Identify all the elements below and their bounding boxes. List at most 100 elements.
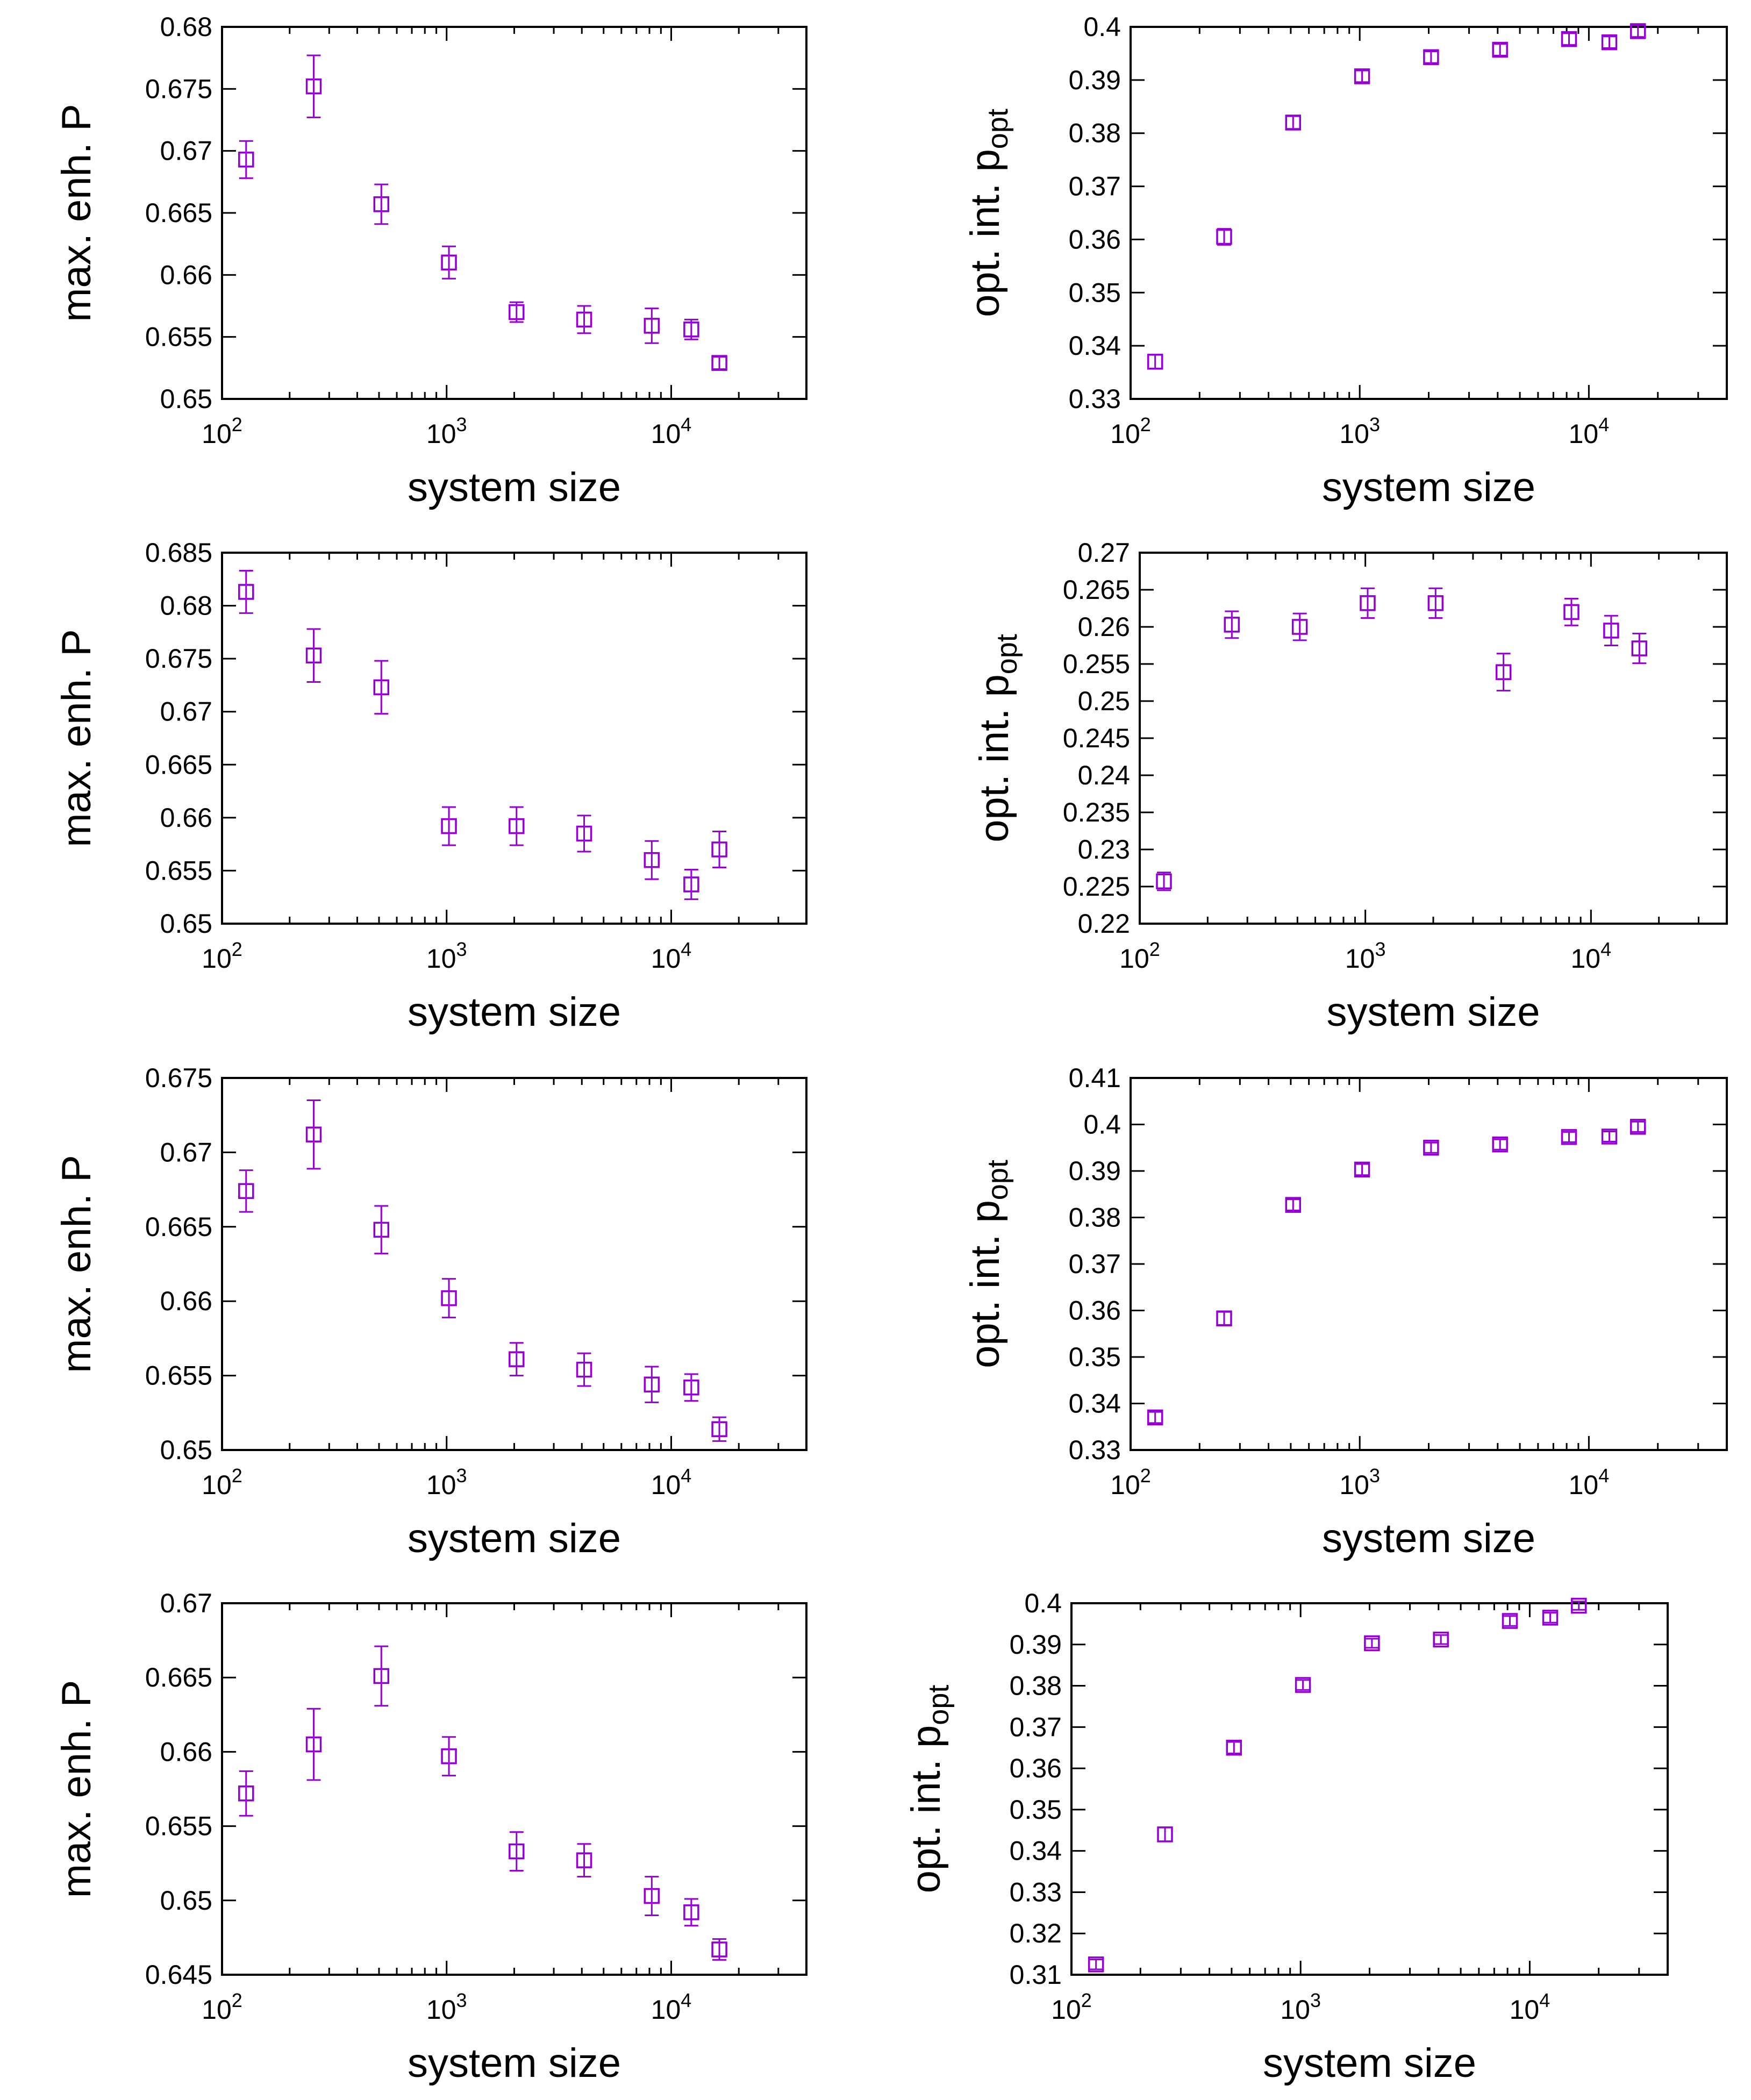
square-marker [509,1351,525,1367]
square-marker [509,304,525,320]
y-tick-label: 0.665 [145,1212,212,1242]
data-point [1502,1613,1518,1629]
square-marker [305,1126,322,1142]
square-marker [1423,49,1439,66]
x-tick-label: 104 [1510,1989,1550,2025]
square-marker [1157,1826,1173,1842]
square-marker [1360,595,1376,611]
square-marker [1354,1161,1370,1178]
y-tick-label: 0.665 [145,198,212,228]
square-marker [238,1785,254,1802]
square-marker [373,196,390,212]
y-tick-label: 0.685 [145,538,212,568]
data-point [373,1645,390,1707]
data-point [1157,1826,1173,1842]
y-tick-label: 0.37 [1069,172,1121,202]
y-tick-label: 0.68 [160,591,212,621]
y-tick-label: 0.35 [1069,277,1121,308]
square-marker [644,1888,660,1904]
square-marker [238,1183,254,1199]
x-axis-label: system size [408,2040,621,2086]
y-tick-label: 0.65 [160,1885,212,1916]
data-point [509,806,525,846]
y-tick-label: 0.66 [160,803,212,833]
square-marker [1354,68,1370,84]
square-marker [1216,1310,1232,1326]
data-point [1571,1597,1587,1614]
y-tick-label: 0.67 [160,1137,212,1167]
x-tick-label: 103 [1280,1989,1321,2025]
x-tick-label: 102 [1110,413,1151,449]
data-point [683,868,699,901]
x-axis-label: system size [1263,2040,1476,2086]
y-axis-label: opt. int. popt [962,109,1014,317]
data-point [1354,68,1370,84]
chart-panel-row-4-right: 0.31 0.32 0.33 0.34 0.35 0.36 0.37 0.38 0.39 0.4 1… [903,1588,1669,2086]
y-tick-label: 0.4 [1024,1588,1062,1618]
y-tick-label: 0.36 [1069,224,1121,254]
y-tick-label: 0.67 [160,136,212,166]
y-tick-label: 0.675 [145,1063,212,1093]
square-marker [683,1904,699,1920]
x-tick-label: 102 [202,1989,242,2025]
data-point [1561,31,1577,47]
data-point [1224,610,1240,639]
square-marker [238,152,254,168]
square-marker [1216,228,1232,245]
x-tick-label: 104 [1569,1465,1610,1500]
data-point [711,355,727,371]
y-tick-label: 0.655 [145,1361,212,1391]
square-marker [1601,34,1618,51]
data-point [441,1278,457,1319]
y-tick-label: 0.34 [1069,1389,1121,1419]
chart-panel-row-3-right: 0.33 0.34 0.35 0.36 0.37 0.38 0.39 0.4 0.41 102 10… [962,1063,1728,1561]
data-point [1295,1677,1311,1693]
data-point [1156,872,1172,891]
data-point [305,628,322,683]
x-tick-label: 104 [1569,413,1610,449]
chart-panel-row-2-right: 0.22 0.225 0.23 0.235 0.24 0.245 0.25 0.255 0.26… [971,538,1728,1035]
data-point [509,1342,525,1377]
x-axis-label: system size [1327,989,1540,1035]
data-point [1216,228,1232,246]
square-marker [1285,1197,1302,1213]
y-tick-label: 0.37 [1010,1712,1062,1742]
square-marker [1147,1409,1163,1426]
y-tick-label: 0.37 [1069,1249,1121,1279]
data-point [1423,49,1439,66]
data-point [1433,1631,1449,1648]
square-marker [1224,617,1240,633]
square-marker [1226,1739,1242,1756]
square-marker [1603,623,1619,639]
square-marker [1433,1631,1449,1648]
data-point [683,318,699,340]
data-point [441,245,457,280]
data-point [1423,1140,1439,1156]
y-tick-label: 0.38 [1069,118,1121,148]
data-point [1285,1197,1302,1213]
square-marker [1601,1128,1618,1145]
y-tick-label: 0.38 [1069,1203,1121,1233]
data-point [1291,612,1308,641]
square-marker [1427,595,1444,611]
data-point [1285,115,1302,131]
square-marker [509,818,525,834]
y-tick-label: 0.41 [1069,1063,1121,1093]
square-marker [1492,1136,1508,1153]
data-point [441,806,457,846]
data-point [305,1099,322,1170]
x-tick-label: 103 [426,1465,467,1500]
y-tick-label: 0.35 [1069,1342,1121,1372]
y-tick-label: 0.38 [1010,1671,1062,1701]
square-marker [373,1668,390,1684]
square-marker [305,1736,322,1753]
y-tick-label: 0.39 [1069,1156,1121,1186]
data-point [576,1352,592,1387]
y-axis-label: max. enh. P [54,1155,99,1373]
y-tick-label: 0.33 [1069,1435,1121,1465]
x-axis-label: system size [408,1516,621,1561]
square-marker [1291,619,1308,635]
data-point [1603,615,1619,646]
square-marker [1492,41,1508,58]
square-marker [441,254,457,271]
